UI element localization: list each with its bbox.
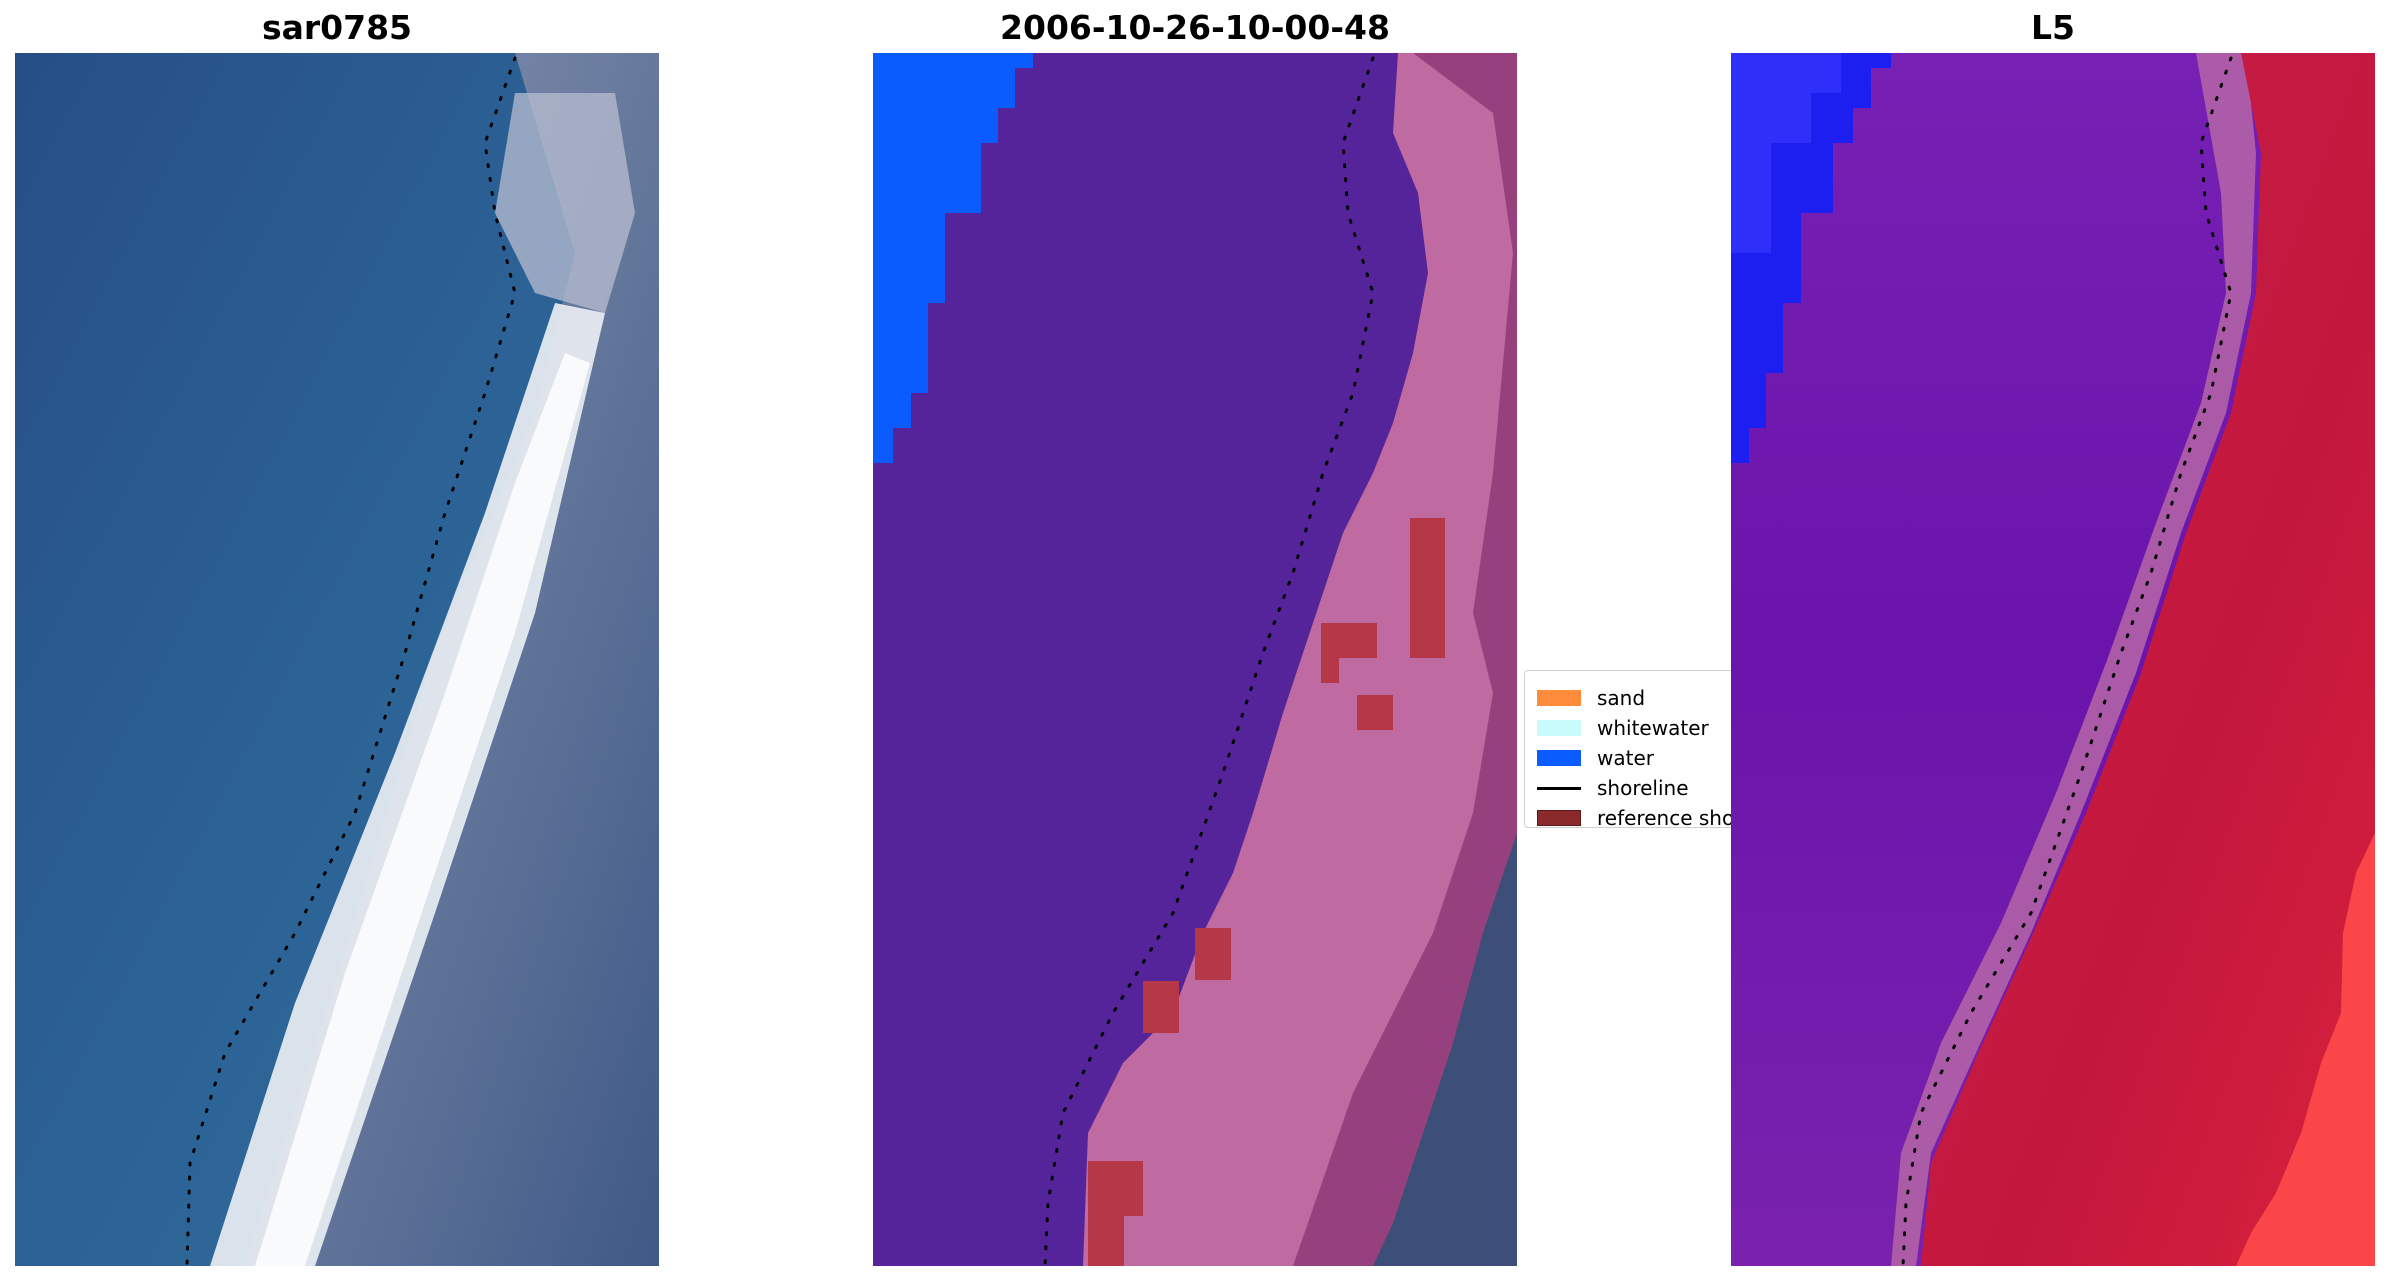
legend-line-shoreline (1537, 786, 1581, 790)
ref-patch-6 (1143, 981, 1179, 1033)
legend-swatch-water (1537, 750, 1581, 766)
index-high-area (1921, 53, 2375, 1266)
upper-foam (495, 93, 635, 313)
legend-label-water: water (1597, 746, 1654, 770)
panel-title-rgb: sar0785 (261, 8, 413, 47)
breaker-core (255, 353, 590, 1266)
panel-title-classification: 2006-10-26-10-00-48 (1000, 8, 1390, 47)
class-sand-area (1083, 53, 1517, 1266)
ref-patch-2 (1321, 623, 1377, 658)
index-peak-area (2236, 833, 2375, 1266)
index-transition-band (1891, 53, 2256, 1266)
class-shoreline-dotted (1043, 56, 1375, 1266)
legend-swatch-sand (1537, 690, 1581, 706)
legend-item-whitewater: whitewater (1537, 713, 1709, 743)
class-ocean-blue (873, 53, 1033, 463)
rgb-image-panel (15, 53, 659, 1266)
index-shoreline-dotted (1901, 56, 2233, 1266)
classification-panel (873, 53, 1517, 1266)
shoreline-dotted (185, 56, 517, 1266)
legend-label-shoreline: shoreline (1597, 776, 1689, 800)
legend-swatch-whitewater (1537, 720, 1581, 736)
legend-item-shoreline: shoreline (1537, 773, 1689, 803)
ref-patch-4 (1357, 695, 1393, 730)
ref-patch-8 (1088, 1216, 1124, 1266)
legend-swatch-reference-shoreline (1537, 810, 1581, 826)
ref-patch-1 (1410, 518, 1445, 658)
class-bare-land (1373, 833, 1517, 1266)
legend-label-whitewater: whitewater (1597, 716, 1709, 740)
ref-patch-7 (1088, 1161, 1143, 1216)
ref-patch-3 (1321, 658, 1339, 683)
index-blue-highlight (1731, 53, 1841, 253)
legend-item-reference-shoreline: reference shoreline (1537, 803, 1734, 828)
legend-label-sand: sand (1597, 686, 1646, 710)
index-map-panel (1731, 53, 2375, 1266)
legend-label-reference-shoreline: reference shoreline (1597, 806, 1734, 828)
legend-item-water: water (1537, 743, 1654, 773)
legend: sand whitewater water shoreline referenc… (1524, 670, 1734, 828)
class-landward-area (1293, 53, 1517, 1266)
legend-item-sand: sand (1537, 683, 1645, 713)
ref-patch-5 (1195, 928, 1231, 980)
panel-title-index: L5 (2031, 8, 2075, 47)
